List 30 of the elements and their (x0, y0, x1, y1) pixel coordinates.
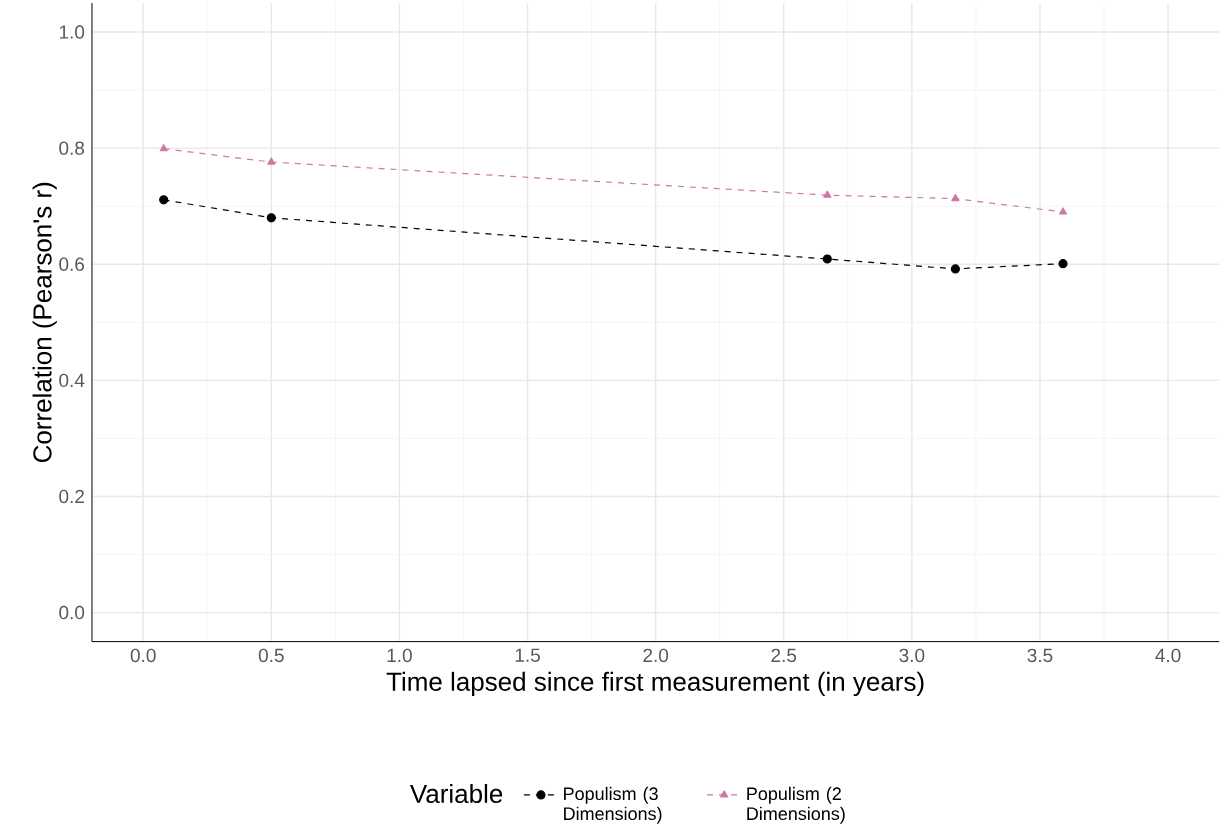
x-axis-title: Time lapsed since first measurement (in years) (386, 672, 924, 697)
point (1058, 207, 1068, 215)
point (951, 194, 960, 202)
x-tick-label: 1.0 (387, 648, 412, 663)
point (950, 264, 960, 274)
y-tick-label: 1.0 (59, 25, 85, 39)
x-tick-label: 2.0 (643, 648, 669, 663)
x-tick-label: 3.0 (899, 648, 925, 663)
point (159, 144, 168, 152)
legend-label: Populism (2 Dimensions) (747, 787, 845, 824)
x-tick-label: 0.0 (130, 648, 156, 663)
legend-label: Populism (3 Dimensions) (564, 787, 662, 824)
y-tick-label: 0.0 (59, 606, 85, 620)
y-tick-label: 0.6 (59, 257, 85, 272)
point (822, 254, 832, 264)
x-tick-label: 0.5 (258, 648, 284, 663)
legend-title: Variable (410, 784, 503, 804)
x-tick-label: 1.5 (515, 648, 540, 663)
y-axis-title: Correlation (Pearson's r) (32, 183, 57, 463)
x-tick-label: 2.5 (771, 648, 797, 663)
point (267, 157, 276, 165)
point (266, 213, 276, 223)
y-tick-label: 0.4 (59, 373, 85, 388)
x-tick-label: 3.5 (1027, 648, 1053, 663)
point (823, 190, 832, 198)
point (159, 195, 169, 205)
x-tick-label: 4.0 (1155, 648, 1181, 663)
y-tick-label: 0.2 (59, 489, 84, 504)
y-tick-label: 0.8 (59, 141, 85, 156)
point (1058, 259, 1068, 269)
